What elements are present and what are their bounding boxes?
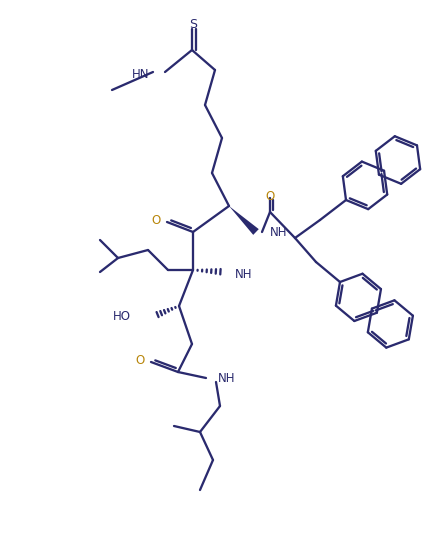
Text: HO: HO: [113, 310, 131, 322]
Polygon shape: [229, 206, 259, 235]
Text: HN: HN: [132, 68, 150, 80]
Text: S: S: [189, 19, 197, 31]
Text: NH: NH: [235, 267, 252, 280]
Text: O: O: [265, 190, 275, 203]
Text: NH: NH: [218, 371, 235, 385]
Text: O: O: [151, 213, 161, 226]
Text: NH: NH: [270, 225, 287, 239]
Text: O: O: [135, 354, 145, 366]
